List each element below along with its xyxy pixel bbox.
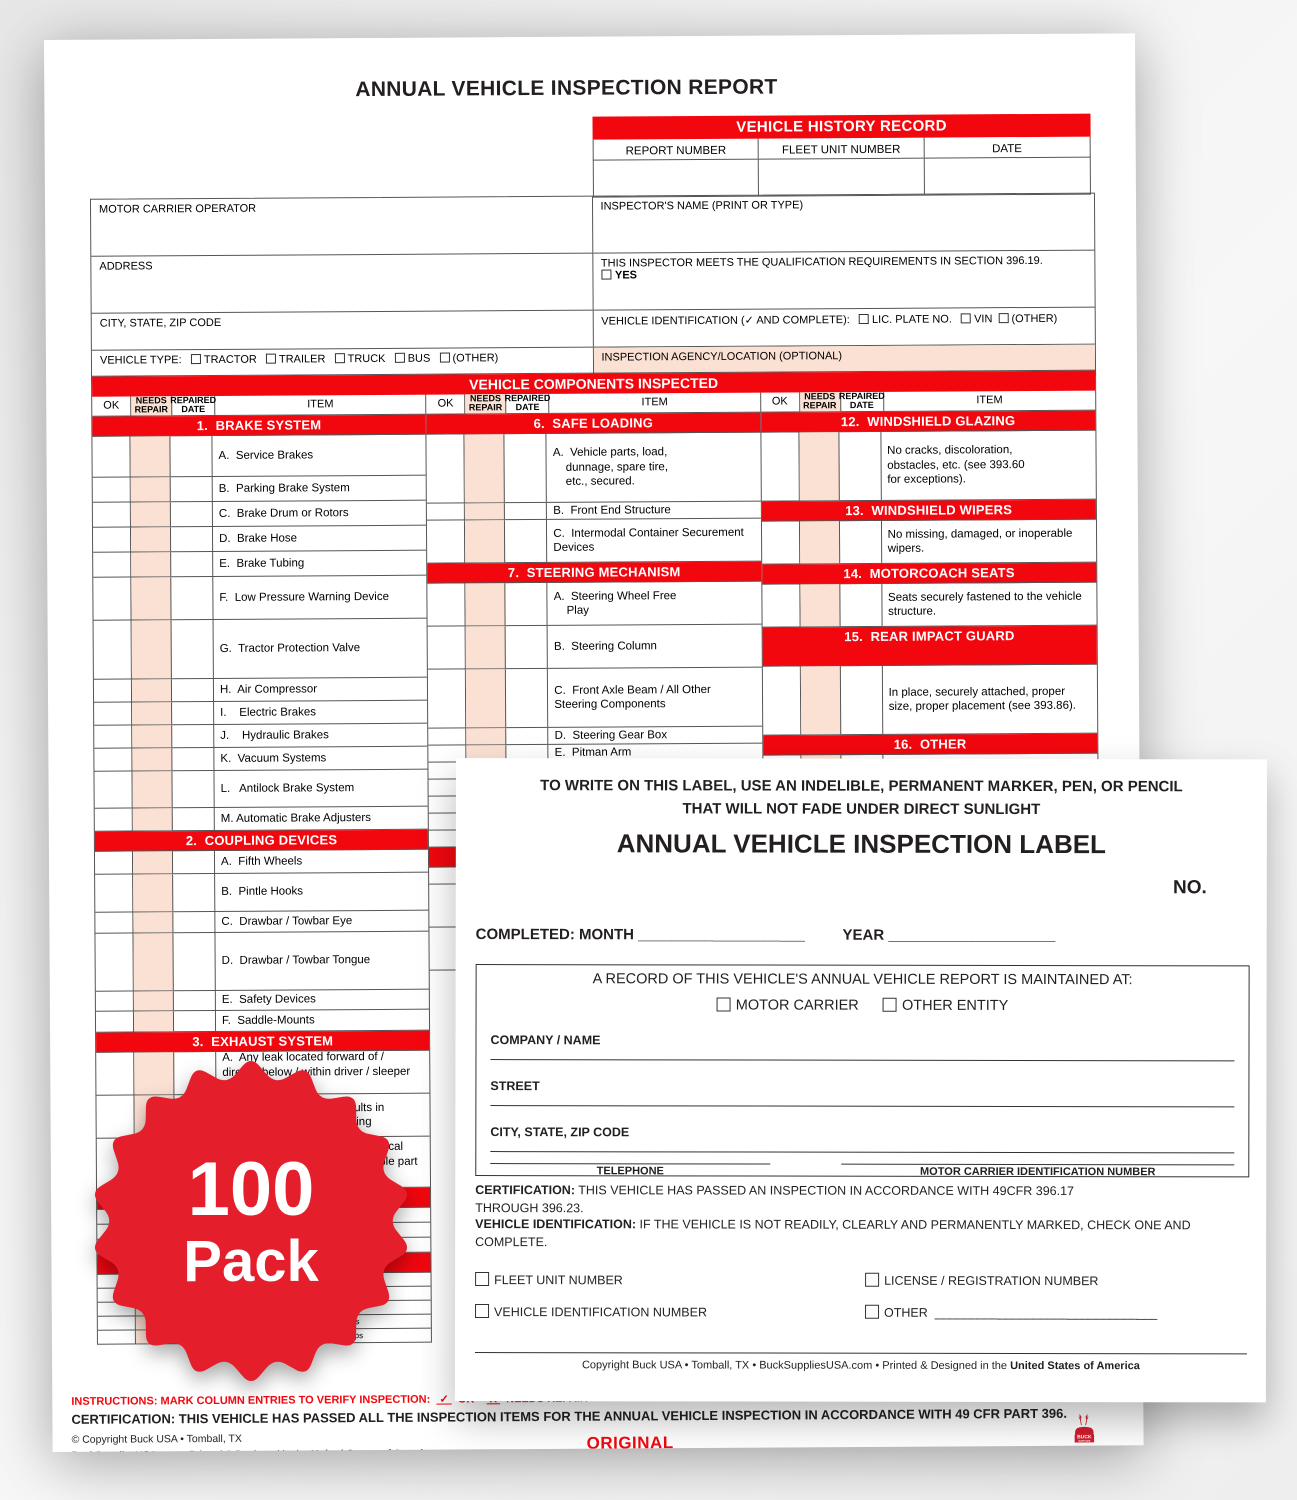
svg-text:SUPPLIES: SUPPLIES	[1078, 1440, 1090, 1443]
